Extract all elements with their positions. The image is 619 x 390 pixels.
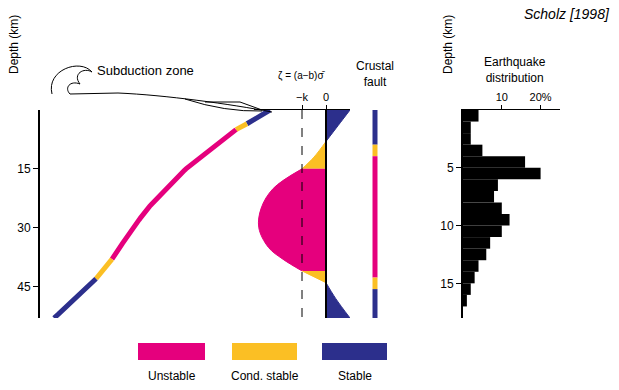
- svg-text:Depth (km): Depth (km): [7, 15, 21, 74]
- svg-text:Scholz [1998]: Scholz [1998]: [524, 6, 610, 22]
- svg-text:10: 10: [496, 91, 508, 103]
- svg-text:Cond. stable: Cond. stable: [231, 369, 299, 383]
- svg-text:0: 0: [323, 91, 329, 103]
- svg-text:Subduction zone: Subduction zone: [97, 63, 194, 78]
- svg-text:45: 45: [17, 280, 31, 294]
- svg-text:20%: 20%: [530, 91, 552, 103]
- svg-text:10: 10: [440, 219, 454, 233]
- svg-text:Stable: Stable: [338, 369, 372, 383]
- svg-text:Depth (km): Depth (km): [441, 15, 455, 74]
- svg-text:15: 15: [17, 162, 31, 176]
- svg-text:30: 30: [17, 221, 31, 235]
- svg-text:5: 5: [447, 161, 454, 175]
- svg-text:Unstable: Unstable: [148, 369, 196, 383]
- svg-text:−k: −k: [296, 91, 308, 103]
- svg-text:15: 15: [440, 277, 454, 291]
- svg-text:ζ = (a−b)σ̄: ζ = (a−b)σ̄: [278, 70, 326, 82]
- svg-text:Earthquakedistribution: Earthquakedistribution: [484, 55, 546, 85]
- svg-text:Crustalfault: Crustalfault: [356, 59, 394, 89]
